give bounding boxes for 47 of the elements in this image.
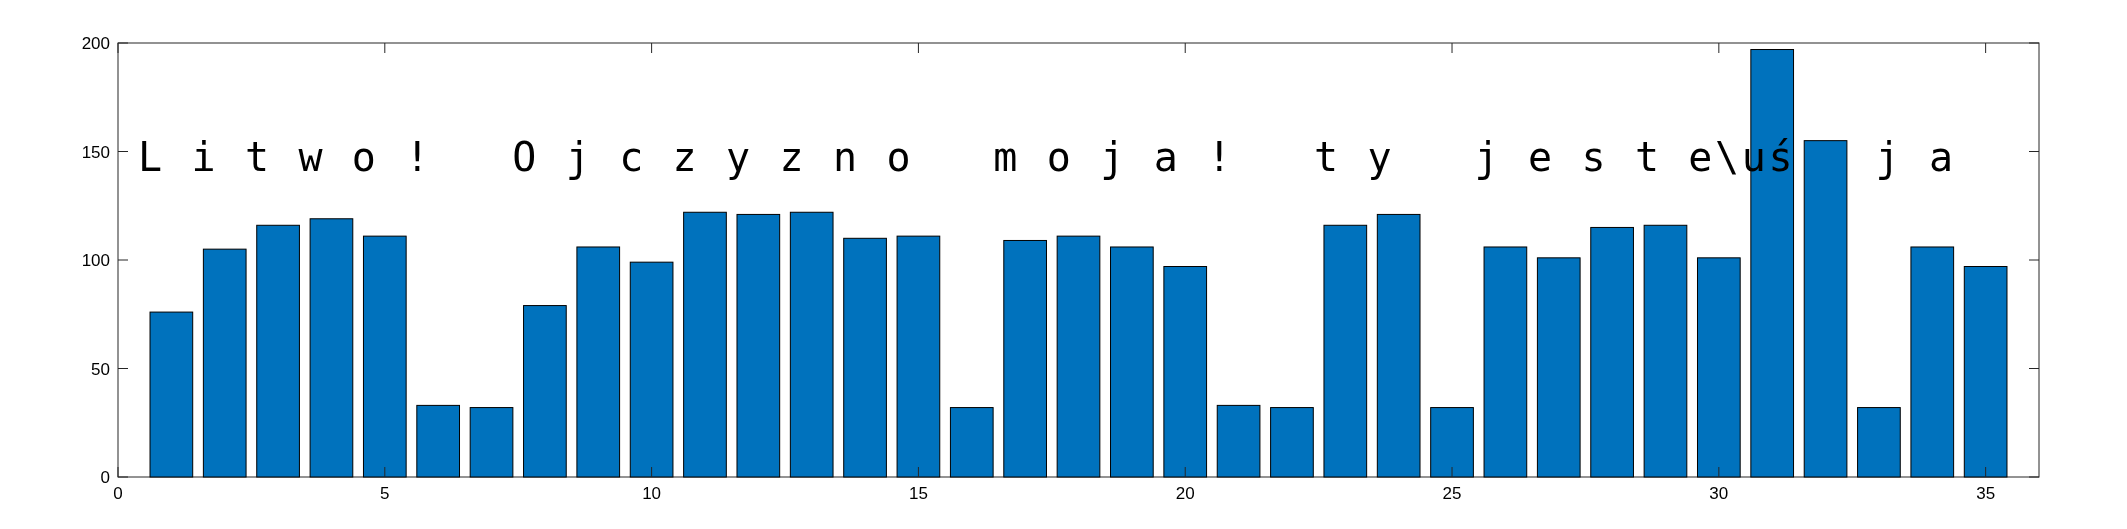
bar xyxy=(202,248,247,478)
x-tick-label: 15 xyxy=(908,484,928,503)
bar xyxy=(1216,404,1261,478)
bar xyxy=(523,305,567,478)
x-tick-label: 25 xyxy=(1442,484,1462,503)
x-tick-label: 10 xyxy=(642,484,662,503)
bar xyxy=(629,261,674,478)
bar xyxy=(149,311,194,478)
bar xyxy=(309,218,354,478)
bar xyxy=(736,213,781,478)
bar xyxy=(1483,246,1528,478)
y-tick-label: 50 xyxy=(91,359,110,379)
bar xyxy=(1910,246,1955,478)
bar xyxy=(896,235,941,478)
bar xyxy=(1590,226,1634,478)
bar xyxy=(1163,266,1208,478)
bar xyxy=(683,211,727,478)
bar xyxy=(1643,224,1688,478)
bar xyxy=(416,404,461,478)
x-tick-label: 20 xyxy=(1175,484,1195,503)
x-tick-label: 0 xyxy=(113,484,123,503)
bar xyxy=(1803,140,1848,478)
bar xyxy=(1056,235,1101,478)
y-tick-label: 150 xyxy=(81,142,110,162)
bar xyxy=(256,224,300,478)
bar xyxy=(1430,407,1474,478)
y-tick-label: 200 xyxy=(81,34,110,53)
bar xyxy=(1376,213,1421,478)
bar xyxy=(362,235,407,478)
x-tick-label: 5 xyxy=(380,484,390,503)
bar xyxy=(789,211,834,478)
bar xyxy=(1536,257,1581,478)
bar xyxy=(949,407,994,478)
bar xyxy=(843,237,887,478)
bar xyxy=(1003,239,1047,478)
bar xyxy=(1857,407,1901,478)
x-tick-label: 30 xyxy=(1709,484,1729,503)
bar xyxy=(1270,407,1314,478)
bar xyxy=(1696,257,1741,478)
y-tick-label: 100 xyxy=(81,251,110,270)
bar xyxy=(1110,246,1154,478)
bar xyxy=(1323,224,1368,478)
x-tick-label: 35 xyxy=(1976,484,1996,503)
y-tick-label: 0 xyxy=(100,468,110,487)
bar xyxy=(469,407,514,478)
bar xyxy=(576,246,621,478)
bar xyxy=(1963,266,2008,478)
